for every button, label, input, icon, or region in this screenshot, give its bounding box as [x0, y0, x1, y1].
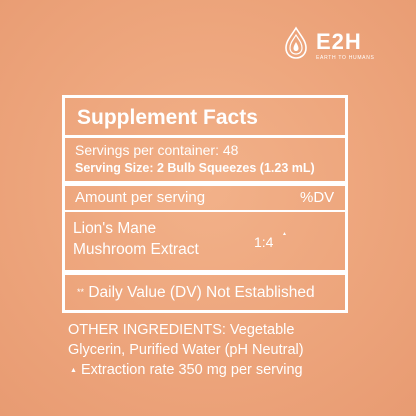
divider-thin	[65, 210, 345, 212]
daily-value-mark: **	[77, 287, 85, 297]
brand-tagline: EARTH TO HUMANS	[316, 55, 375, 61]
ingredient-name-line1: Lion's Mane	[73, 220, 157, 237]
extraction-footnote: ▲ Extraction rate 350 mg per serving	[70, 362, 303, 378]
extraction-text: Extraction rate 350 mg per serving	[80, 362, 303, 378]
other-ingredients: OTHER INGREDIENTS: Vegetable Glycerin, P…	[68, 320, 304, 360]
supplement-facts-panel: Supplement Facts Servings per container:…	[62, 95, 348, 313]
daily-value-note: ** Daily Value (DV) Not Established	[77, 284, 315, 302]
divider-thick-3	[65, 270, 345, 275]
extract-ratio: 1:4	[254, 234, 274, 250]
servings-per-container: Servings per container: 48	[75, 142, 239, 158]
daily-value-text: Daily Value (DV) Not Established	[88, 284, 315, 301]
other-ingredients-line2: Glycerin, Purified Water (pH Neutral)	[68, 342, 304, 358]
panel-title: Supplement Facts	[77, 106, 258, 129]
ingredient-name: Lion's Mane Mushroom Extract	[73, 218, 199, 260]
extraction-mark: ▲	[70, 367, 77, 374]
divider-thick-2	[65, 181, 345, 186]
other-ingredients-line1: OTHER INGREDIENTS: Vegetable	[68, 322, 295, 338]
ingredient-name-line2: Mushroom Extract	[73, 241, 199, 258]
percent-dv-header: %DV	[300, 189, 335, 206]
serving-size: Serving Size: 2 Bulb Squeezes (1.23 mL)	[75, 161, 315, 175]
ratio-footnote-mark: ▲	[282, 231, 287, 237]
oil-drop-icon	[285, 26, 307, 59]
brand-wordmark: E2H	[316, 29, 362, 54]
divider-thick	[65, 135, 345, 138]
amount-per-serving-header: Amount per serving	[75, 189, 206, 206]
brand-logo: E2H EARTH TO HUMANS	[282, 26, 382, 68]
